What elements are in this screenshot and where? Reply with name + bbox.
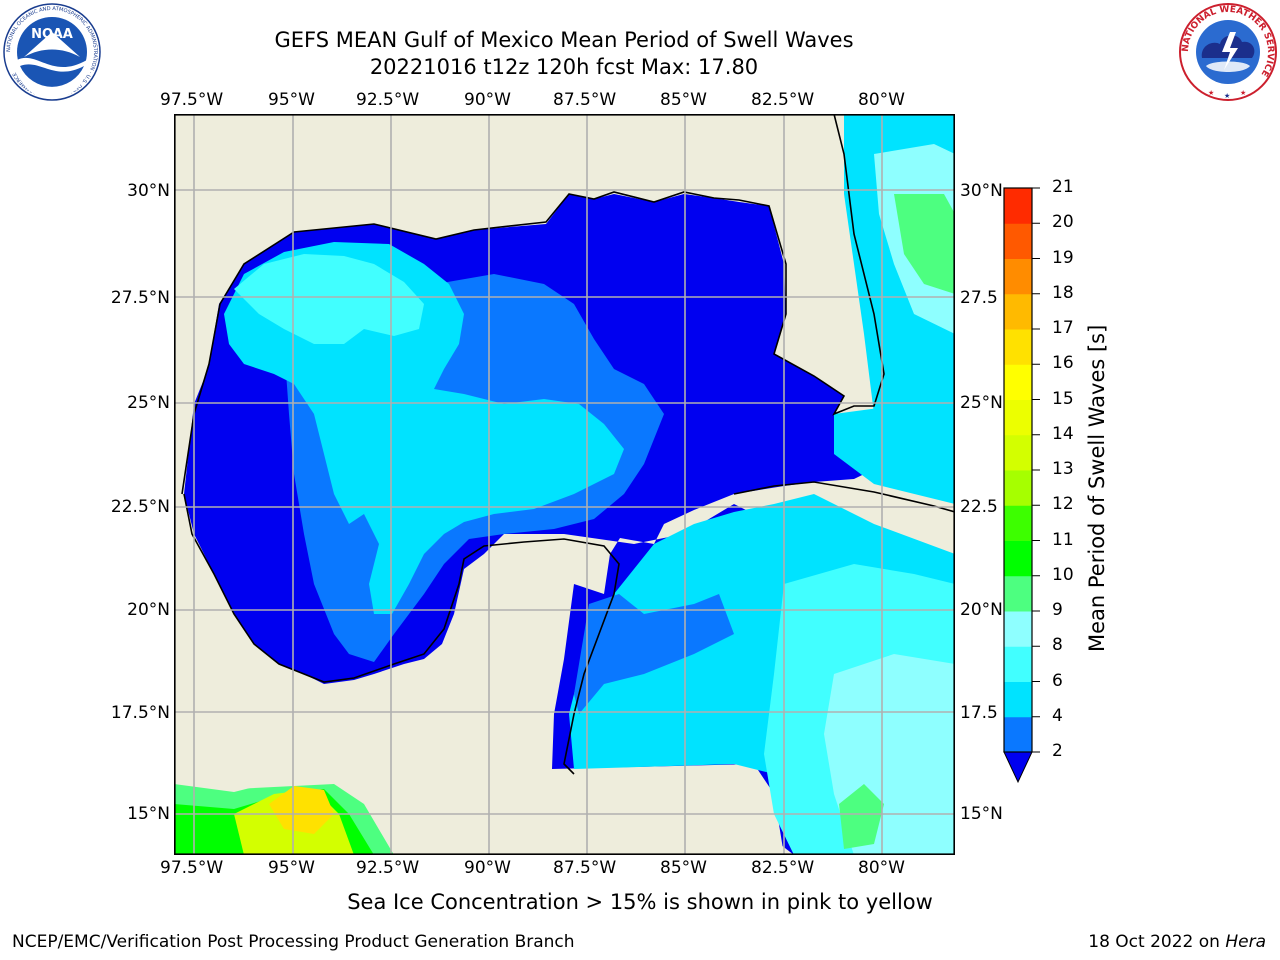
map-subtitle: 20221016 t12z 120h fcst Max: 17.80 (369, 55, 759, 79)
map-title: GEFS MEAN Gulf of Mexico Mean Period of … (274, 28, 854, 52)
colorbar-label: 21 (1052, 177, 1074, 197)
atlantic-swell-9-10 (894, 194, 955, 294)
lat-label: 27.5 (960, 288, 998, 308)
colorbar-underflow (1003, 751, 1033, 784)
sea-ice-caption: Sea Ice Concentration > 15% is shown in … (347, 890, 933, 914)
colorbar-label: 6 (1052, 670, 1063, 691)
lon-label: 95°W (268, 90, 315, 110)
colorbar (1003, 187, 1040, 784)
lat-label: 30°N (127, 181, 170, 201)
lat-label: 20°N (960, 600, 1003, 620)
lon-label: 85°W (660, 90, 707, 110)
lat-label: 30°N (960, 181, 1003, 201)
footer-left: NCEP/EMC/Verification Post Processing Pr… (12, 932, 575, 952)
colorbar-band (1004, 258, 1032, 295)
lat-label: 22.5°N (110, 497, 170, 517)
gulf-swell-6-8 (234, 254, 424, 344)
colorbar-band (1004, 293, 1032, 330)
footer-host: Hera (1225, 932, 1266, 952)
colorbar-band (1004, 716, 1032, 753)
colorbar-band (1004, 329, 1032, 365)
graticule (174, 114, 955, 855)
colorbar-label: 14 (1052, 423, 1074, 444)
colorbar-band (1004, 434, 1032, 471)
colorbar-label: 4 (1052, 705, 1063, 726)
lon-label: 87.5°W (553, 858, 617, 878)
colorbar-band (1004, 470, 1032, 506)
lon-label: 97.5°W (160, 858, 224, 878)
lat-label: 22.5 (960, 497, 998, 517)
lat-label: 25°N (127, 393, 170, 413)
colorbar-label: 11 (1052, 529, 1074, 550)
caribbean-swell-2-4 (574, 594, 734, 714)
colorbar-title: Mean Period of Swell Waves [s] (1085, 324, 1109, 652)
footer-right: 18 Oct 2022 on Hera (1088, 932, 1266, 952)
svg-text:★: ★ (1240, 89, 1246, 97)
lon-label: 85°W (660, 858, 707, 878)
lon-label: 87.5°W (553, 90, 617, 110)
noaa-logo-text: NOAA (31, 27, 73, 42)
colorbar-label: 19 (1052, 247, 1074, 268)
colorbar-band (1004, 575, 1032, 612)
colorbar-band (1004, 188, 1032, 224)
lon-label: 90°W (464, 858, 511, 878)
lon-label: 82.5°W (751, 90, 815, 110)
colorbar-label: 16 (1052, 353, 1074, 374)
lat-label: 25°N (960, 393, 1003, 413)
lon-label: 92.5°W (356, 858, 420, 878)
lat-label: 15°N (960, 804, 1003, 824)
colorbar-label: 18 (1052, 282, 1074, 303)
colorbar-band (1004, 399, 1032, 436)
colorbar-label: 20 (1052, 212, 1074, 233)
colorbar-label: 8 (1052, 635, 1063, 656)
colorbar-label: 10 (1052, 564, 1074, 585)
pacific-swell-15-17 (269, 786, 334, 834)
lat-label: 15°N (127, 804, 170, 824)
colorbar-band (1004, 611, 1032, 647)
noaa-logo: NATIONAL OCEANIC AND ATMOSPHERIC ADMINIS… (3, 3, 101, 101)
lon-label: 95°W (268, 858, 315, 878)
straits-swell (834, 400, 955, 504)
colorbar-band (1004, 540, 1032, 577)
lon-label: 82.5°W (751, 858, 815, 878)
central-america-land (174, 764, 794, 855)
map-panel (174, 114, 955, 855)
colorbar-band (1004, 681, 1032, 718)
colorbar-band (1004, 646, 1032, 682)
colorbar-label: 9 (1052, 600, 1063, 620)
colorbar-label: 15 (1052, 388, 1074, 409)
lat-label: 20°N (127, 600, 170, 620)
colorbar-label: 17 (1052, 318, 1074, 338)
map-frame (174, 114, 955, 855)
colorbar-band (1004, 505, 1032, 541)
caribbean-swell-9-10 (839, 784, 884, 849)
lon-label: 80°W (858, 90, 905, 110)
colorbar-label: 13 (1052, 459, 1074, 479)
colorbar-band (1004, 223, 1032, 259)
colorbar-band (1004, 364, 1032, 400)
footer-date: 18 Oct 2022 on (1088, 932, 1226, 952)
lat-label: 17.5°N (110, 703, 170, 723)
svg-text:★: ★ (1208, 89, 1214, 97)
lon-label: 80°W (858, 858, 905, 878)
colorbar-label: 12 (1052, 494, 1074, 515)
svg-text:★: ★ (1224, 92, 1230, 100)
lon-label: 92.5°W (356, 90, 420, 110)
colorbar-label: 2 (1052, 741, 1063, 761)
lon-label: 97.5°W (160, 90, 224, 110)
lat-label: 17.5 (960, 703, 998, 723)
lat-label: 27.5°N (110, 288, 170, 308)
lon-label: 90°W (464, 90, 511, 110)
nws-logo: NATIONAL WEATHER SERVICE ★ ★ ★ (1179, 3, 1277, 101)
